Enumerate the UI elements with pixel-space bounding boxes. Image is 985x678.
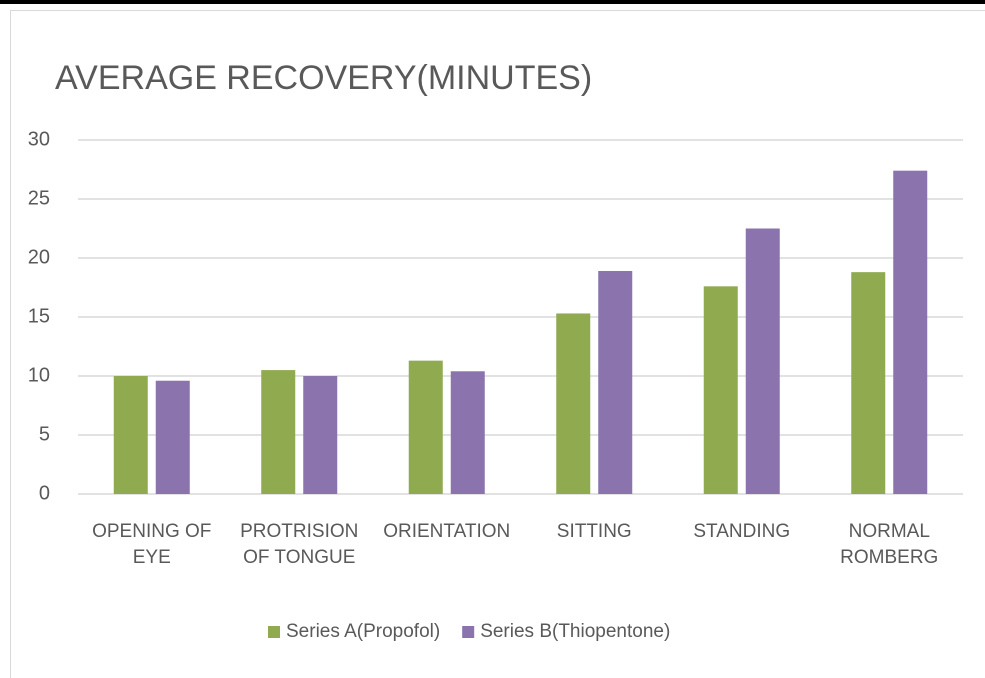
chart-frame xyxy=(10,10,985,678)
x-tick-label: STANDING xyxy=(693,521,791,542)
x-tick-label: NORMAL ROMBERG xyxy=(840,521,939,568)
y-tick-label: 15 xyxy=(28,305,50,327)
bar xyxy=(745,228,780,494)
bar xyxy=(113,376,148,494)
x-tick-label: PROTRISION OF TONGUE xyxy=(240,521,359,568)
legend-label: Series B(Thiopentone) xyxy=(480,621,670,642)
bar xyxy=(851,272,886,494)
top-border xyxy=(0,0,985,4)
legend-label: Series A(Propofol) xyxy=(286,621,440,642)
bar xyxy=(155,380,190,494)
x-tick-label: SITTING xyxy=(556,521,632,542)
y-tick-label: 20 xyxy=(28,246,50,268)
legend-swatch xyxy=(268,626,280,638)
bar xyxy=(303,376,338,494)
bar xyxy=(556,313,591,494)
bar xyxy=(450,371,485,494)
y-tick-label: 30 xyxy=(28,128,50,150)
y-tick-label: 5 xyxy=(39,423,50,445)
x-tick-label: ORIENTATION xyxy=(383,521,511,542)
bar xyxy=(893,170,928,494)
bar xyxy=(703,286,738,494)
bar xyxy=(408,360,443,494)
legend-swatch xyxy=(462,626,475,638)
bar xyxy=(261,370,296,494)
y-tick-label: 25 xyxy=(28,187,50,209)
y-tick-label: 0 xyxy=(39,482,50,504)
chart-title: AVERAGE RECOVERY(MINUTES) xyxy=(55,59,592,97)
bar xyxy=(598,270,633,494)
y-tick-label: 10 xyxy=(28,364,50,386)
x-tick-label: OPENING OF EYE xyxy=(92,521,212,568)
